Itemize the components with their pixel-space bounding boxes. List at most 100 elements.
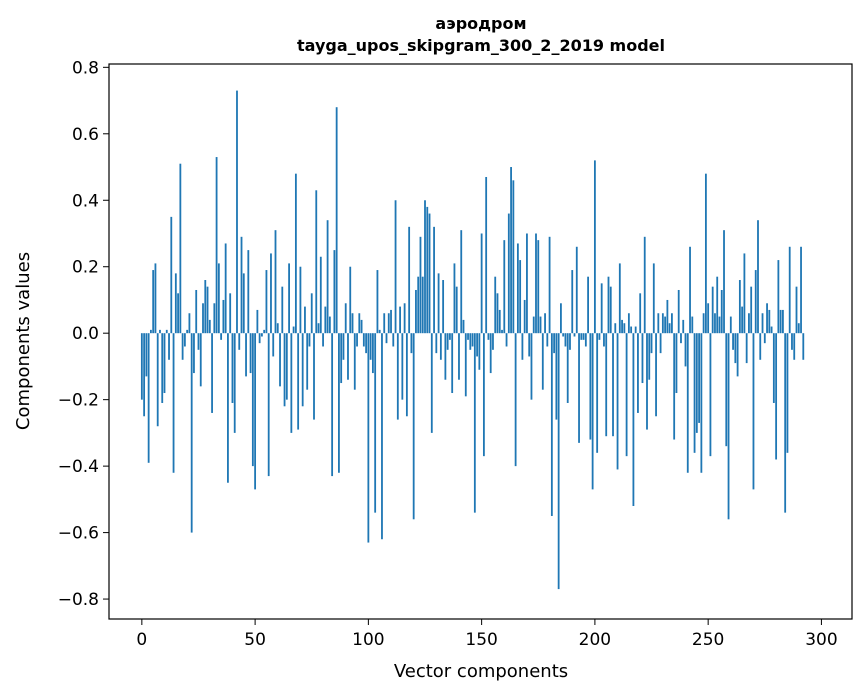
bar	[639, 293, 642, 334]
bar	[800, 246, 802, 334]
bar	[202, 303, 204, 334]
bar	[478, 333, 481, 370]
bar	[208, 319, 211, 334]
bar	[501, 329, 503, 334]
bar	[550, 333, 553, 516]
bar	[793, 333, 796, 360]
bar	[236, 90, 238, 334]
bar	[199, 333, 202, 387]
bar	[736, 333, 739, 377]
bar	[562, 333, 565, 337]
bar	[716, 276, 719, 334]
bar	[421, 276, 424, 334]
bar	[646, 333, 648, 430]
bar	[754, 270, 757, 334]
bar	[494, 276, 497, 334]
bar	[460, 230, 463, 334]
bar	[297, 333, 300, 430]
bar	[453, 263, 456, 334]
bar	[650, 333, 653, 354]
bar	[362, 333, 365, 347]
bar	[405, 333, 408, 417]
bar	[292, 326, 295, 334]
bar	[140, 333, 143, 400]
bar	[582, 333, 585, 340]
bar	[174, 273, 177, 334]
bar	[702, 313, 705, 334]
bar	[340, 333, 343, 384]
bar	[686, 333, 689, 473]
bar	[263, 329, 266, 334]
bar	[290, 333, 293, 433]
bar	[152, 270, 155, 334]
x-tick-label: 200	[579, 630, 611, 650]
bar	[541, 333, 544, 390]
bar	[519, 260, 522, 334]
bar	[480, 233, 483, 334]
y-tick-label: −0.2	[58, 391, 99, 411]
bar	[718, 316, 721, 334]
bar	[630, 326, 633, 334]
bar	[369, 333, 372, 360]
bar	[170, 216, 173, 334]
bar	[387, 313, 390, 334]
bar	[779, 309, 782, 334]
bar	[215, 157, 218, 334]
bar	[328, 316, 331, 334]
bar	[265, 270, 268, 334]
bar	[580, 333, 583, 340]
bar	[569, 333, 571, 350]
bar	[385, 333, 388, 344]
bar	[485, 176, 488, 334]
y-tick-label: −0.8	[58, 590, 99, 610]
bar	[326, 220, 329, 334]
bar	[455, 286, 458, 334]
bar	[315, 190, 318, 334]
bar-series	[140, 90, 805, 590]
bar	[147, 333, 150, 463]
chart-subtitle: tayga_upos_skipgram_300_2_2019 model	[297, 36, 665, 55]
bar	[614, 323, 617, 334]
bar	[714, 313, 716, 334]
bar	[396, 333, 399, 420]
bar	[600, 283, 603, 334]
bar	[612, 333, 614, 437]
bar	[498, 309, 501, 334]
bar	[240, 236, 243, 334]
bar	[464, 333, 467, 397]
bar	[772, 333, 775, 403]
bar	[251, 333, 254, 467]
bar	[704, 173, 707, 334]
bar	[743, 253, 746, 334]
bar	[283, 333, 286, 407]
bar	[211, 333, 213, 413]
bar	[238, 333, 241, 350]
y-tick-label: 0.4	[72, 191, 99, 211]
bar	[197, 333, 200, 350]
bar	[249, 333, 252, 374]
bar	[367, 333, 370, 543]
x-tick-label: 100	[352, 630, 384, 650]
bar	[428, 213, 431, 334]
bar	[700, 333, 703, 473]
bar	[233, 333, 236, 433]
bar	[317, 323, 320, 334]
bar	[322, 333, 324, 347]
bar	[313, 333, 315, 420]
bar	[689, 246, 691, 334]
bar	[496, 293, 499, 334]
bar	[666, 299, 669, 334]
x-tick-label: 250	[692, 630, 724, 650]
bar	[707, 303, 710, 334]
bar	[738, 280, 741, 334]
bar	[537, 240, 540, 334]
bar	[605, 333, 608, 437]
bar	[349, 266, 352, 334]
bar	[757, 220, 759, 334]
y-axis-label: Components values	[13, 252, 34, 430]
bar	[446, 333, 449, 350]
bar	[353, 333, 356, 390]
bar	[632, 333, 635, 506]
bar	[593, 160, 596, 334]
